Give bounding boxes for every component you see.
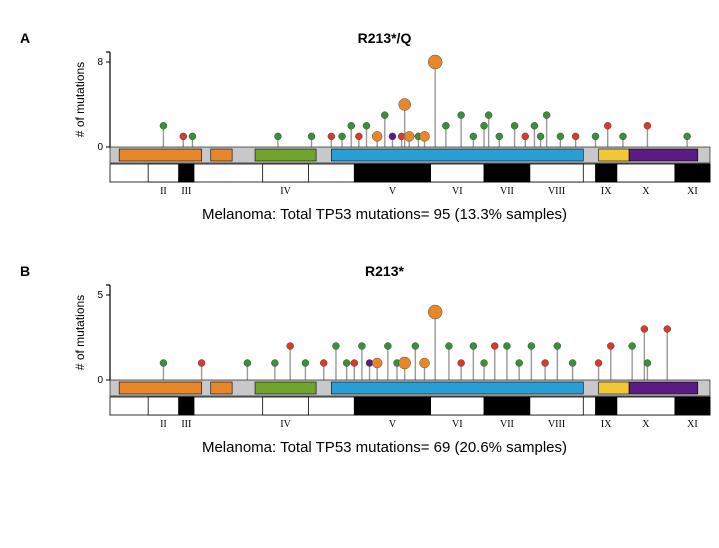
panel-a-hotspot-label: R213*/Q (70, 30, 699, 46)
svg-text:5: 5 (97, 290, 103, 301)
svg-text:XI: XI (687, 419, 698, 430)
svg-text:V: V (389, 419, 397, 430)
panel-b-lollipop-svg: 05# of mutationsIIIIIIVVVIVIIVIIIIXXXI (70, 281, 719, 433)
svg-text:0: 0 (97, 142, 103, 153)
panel-b-label: B (20, 263, 30, 279)
svg-text:0: 0 (97, 375, 103, 386)
panel-b-caption: Melanoma: Total TP53 mutations= 69 (20.6… (70, 439, 699, 456)
panel-a-chart: R213*/Q 08# of mutationsIIIIIIVVVIVIIVII… (70, 30, 699, 223)
svg-text:III: III (181, 419, 191, 430)
svg-text:III: III (181, 186, 191, 197)
svg-text:VII: VII (500, 419, 514, 430)
svg-text:V: V (389, 186, 397, 197)
panel-b: B R213* 05# of mutationsIIIIIIVVVIVIIVII… (20, 263, 699, 456)
svg-text:VII: VII (500, 186, 514, 197)
svg-text:II: II (160, 186, 167, 197)
svg-text:VIII: VIII (548, 186, 565, 197)
svg-text:VI: VI (452, 419, 463, 430)
panel-a: A R213*/Q 08# of mutationsIIIIIIVVVIVIIV… (20, 30, 699, 223)
svg-text:XI: XI (687, 186, 698, 197)
panel-a-label: A (20, 30, 30, 46)
svg-text:VIII: VIII (548, 419, 565, 430)
svg-text:IV: IV (280, 419, 291, 430)
svg-text:# of mutations: # of mutations (73, 295, 87, 370)
svg-text:VI: VI (452, 186, 463, 197)
panel-b-chart: R213* 05# of mutationsIIIIIIVVVIVIIVIIII… (70, 263, 699, 456)
svg-text:X: X (642, 186, 650, 197)
svg-text:IX: IX (601, 419, 612, 430)
panel-a-lollipop-svg: 08# of mutationsIIIIIIVVVIVIIVIIIIXXXI (70, 48, 719, 200)
svg-text:8: 8 (97, 57, 103, 68)
svg-text:X: X (642, 419, 650, 430)
svg-text:IV: IV (280, 186, 291, 197)
panel-a-caption: Melanoma: Total TP53 mutations= 95 (13.3… (70, 206, 699, 223)
svg-text:II: II (160, 419, 167, 430)
panel-b-hotspot-label: R213* (70, 263, 699, 279)
svg-text:# of mutations: # of mutations (73, 62, 87, 137)
svg-text:IX: IX (601, 186, 612, 197)
